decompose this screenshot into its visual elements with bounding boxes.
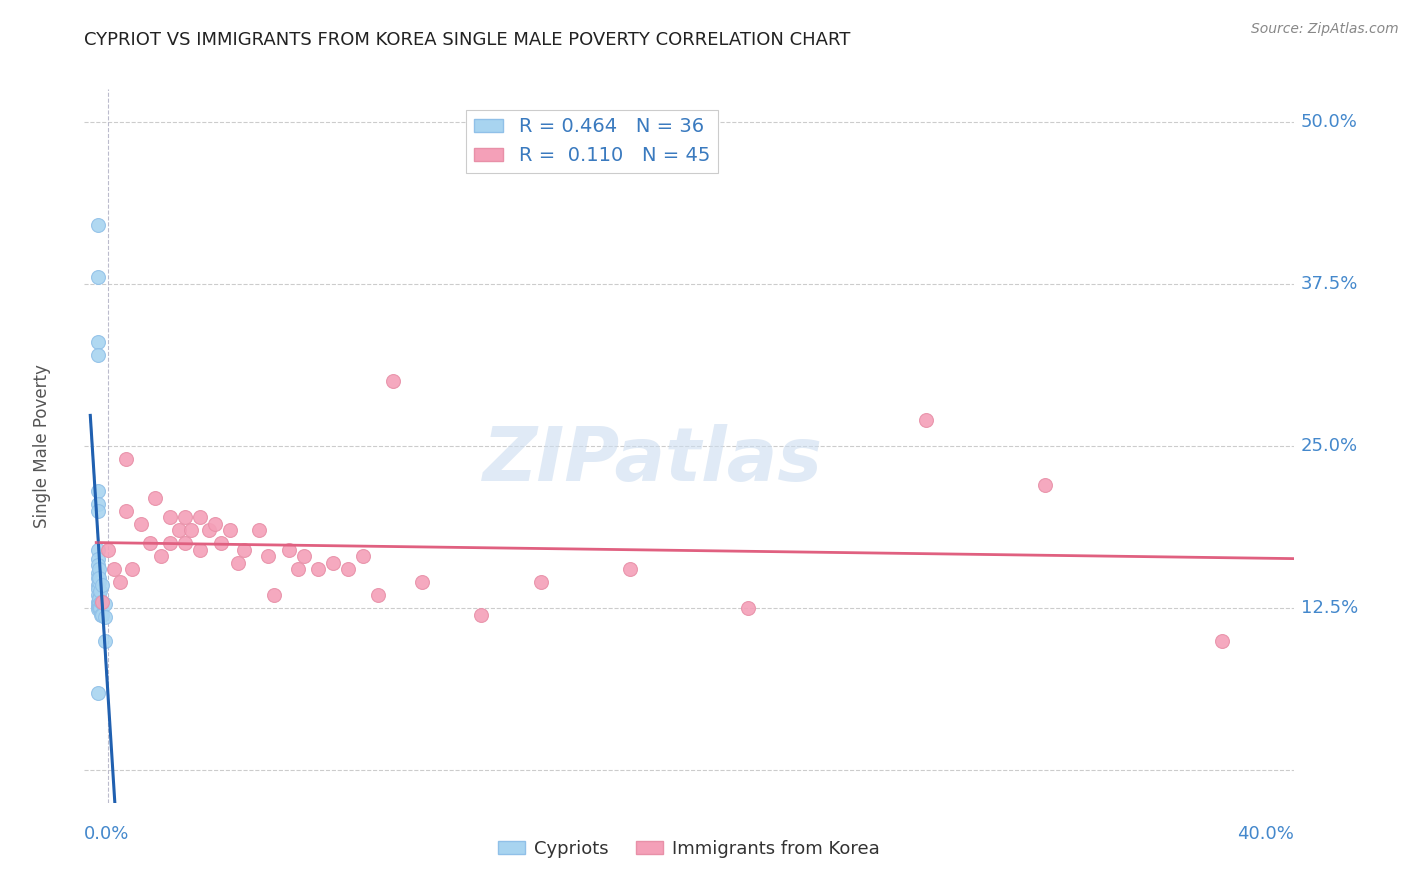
Point <box>89 562 111 576</box>
Point <box>115 504 138 518</box>
Point <box>322 556 344 570</box>
Point <box>287 562 309 576</box>
Point <box>86 588 108 602</box>
Point <box>103 562 125 576</box>
Point <box>1033 478 1056 492</box>
Point <box>86 552 108 566</box>
Point <box>530 575 553 590</box>
Text: 25.0%: 25.0% <box>1301 437 1358 455</box>
Point <box>91 607 114 622</box>
Point <box>188 510 211 524</box>
Point <box>174 536 197 550</box>
Text: CYPRIOT VS IMMIGRANTS FROM KOREA SINGLE MALE POVERTY CORRELATION CHART: CYPRIOT VS IMMIGRANTS FROM KOREA SINGLE … <box>84 31 851 49</box>
Point <box>737 601 759 615</box>
Point <box>121 562 143 576</box>
Point <box>218 524 240 538</box>
Point <box>209 536 232 550</box>
Point <box>86 558 108 573</box>
Text: 50.0%: 50.0% <box>1301 112 1357 130</box>
Point <box>188 542 211 557</box>
Point <box>90 595 112 609</box>
Point <box>89 597 111 611</box>
Point <box>233 542 256 557</box>
Point <box>159 536 181 550</box>
Point <box>91 595 114 609</box>
Point <box>159 510 181 524</box>
Point <box>367 588 389 602</box>
Point <box>86 599 108 613</box>
Point <box>86 571 108 585</box>
Text: ZIPatlas: ZIPatlas <box>482 424 823 497</box>
Point <box>277 542 299 557</box>
Point <box>337 562 360 576</box>
Point <box>167 524 190 538</box>
Point <box>90 607 112 622</box>
Point <box>180 524 202 538</box>
Point <box>352 549 374 564</box>
Point <box>89 571 111 585</box>
Point <box>257 549 280 564</box>
Point <box>263 588 285 602</box>
Text: 12.5%: 12.5% <box>1301 599 1358 617</box>
Point <box>86 219 108 233</box>
Point <box>91 595 114 609</box>
Point <box>89 601 111 615</box>
Point <box>198 524 221 538</box>
Point <box>86 348 108 362</box>
Point <box>619 562 641 576</box>
Text: Source: ZipAtlas.com: Source: ZipAtlas.com <box>1251 22 1399 37</box>
Point <box>915 413 938 427</box>
Point <box>86 497 108 511</box>
Point <box>86 484 108 499</box>
Point <box>87 591 110 605</box>
Point <box>89 584 111 599</box>
Point <box>86 578 108 592</box>
Point <box>115 452 138 467</box>
Text: 37.5%: 37.5% <box>1301 275 1358 293</box>
Text: 40.0%: 40.0% <box>1237 825 1294 843</box>
Point <box>86 685 108 699</box>
Point <box>86 602 108 616</box>
Point <box>1211 633 1233 648</box>
Text: 0.0%: 0.0% <box>84 825 129 843</box>
Text: Single Male Poverty: Single Male Poverty <box>34 364 51 528</box>
Point <box>87 575 110 590</box>
Point <box>129 516 152 531</box>
Point <box>150 549 173 564</box>
Point <box>86 595 108 609</box>
Point <box>470 607 492 622</box>
Point <box>86 542 108 557</box>
Point <box>94 597 117 611</box>
Point <box>86 335 108 350</box>
Point <box>381 374 404 388</box>
Point <box>97 542 120 557</box>
Legend: Cypriots, Immigrants from Korea: Cypriots, Immigrants from Korea <box>491 833 887 865</box>
Point <box>411 575 433 590</box>
Point <box>204 516 226 531</box>
Point <box>247 524 270 538</box>
Point <box>94 633 117 648</box>
Point <box>145 491 167 505</box>
Point <box>86 582 108 596</box>
Point <box>94 610 117 624</box>
Point <box>308 562 330 576</box>
Point <box>138 536 160 550</box>
Point <box>91 578 114 592</box>
Point <box>108 575 131 590</box>
Point <box>86 504 108 518</box>
Point <box>228 556 250 570</box>
Point <box>174 510 197 524</box>
Point <box>86 270 108 285</box>
Point <box>292 549 315 564</box>
Point <box>89 592 111 607</box>
Point <box>89 601 111 615</box>
Point <box>86 566 108 581</box>
